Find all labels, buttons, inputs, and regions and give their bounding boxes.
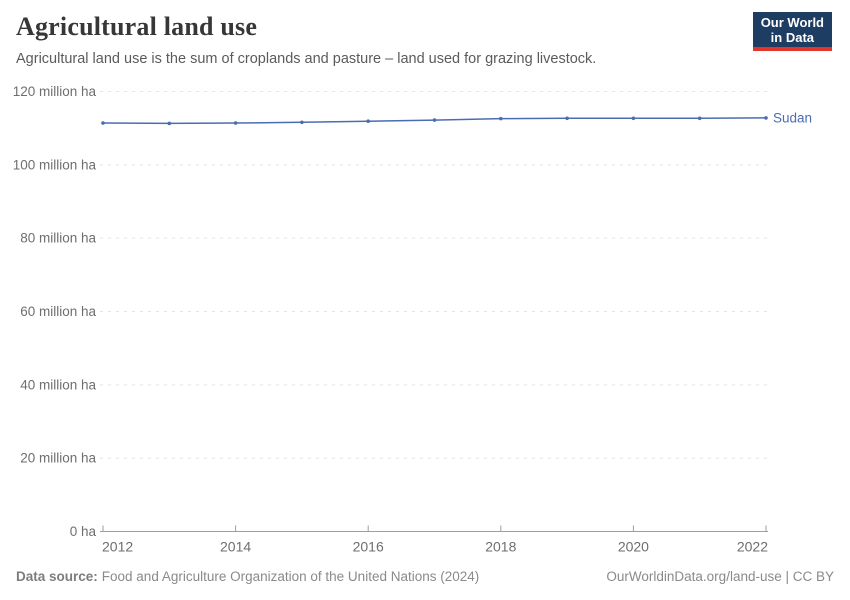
chart-footer: Data source: Food and Agriculture Organiz…	[16, 569, 834, 584]
data-source: Data source: Food and Agriculture Organiz…	[16, 569, 479, 584]
y-tick-label: 20 million ha	[20, 451, 96, 466]
chart-subtitle: Agricultural land use is the sum of crop…	[16, 51, 597, 67]
owid-logo: Our World in Data	[752, 12, 832, 51]
y-tick-label: 80 million ha	[20, 231, 96, 246]
data-point	[101, 121, 105, 125]
data-point	[631, 116, 636, 121]
y-tick-label: 40 million ha	[20, 377, 96, 392]
data-point	[499, 116, 503, 121]
data-source-text: Food and Agriculture Organization of the…	[101, 569, 480, 584]
owid-logo-line1: Our World	[760, 15, 824, 30]
y-tick-label: 100 million ha	[13, 157, 97, 172]
data-point	[300, 120, 304, 125]
x-tick-label: 2022	[737, 539, 768, 555]
x-tick-label: 2014	[220, 539, 251, 555]
x-tick-label: 2020	[618, 539, 649, 555]
data-source-label: Data source:	[16, 569, 98, 584]
y-tick-label: 60 million ha	[20, 304, 96, 319]
data-point	[764, 116, 768, 120]
series-label-sudan: Sudan	[773, 110, 812, 125]
data-point	[233, 121, 238, 125]
x-tick-label: 2016	[353, 539, 384, 555]
y-tick-label: 120 million ha	[13, 84, 97, 99]
data-point	[167, 121, 172, 126]
page-title: Agricultural land use	[16, 12, 258, 41]
data-point	[565, 116, 569, 121]
x-tick-label: 2018	[485, 539, 516, 555]
footer-license: OurWorldinData.org/land-use | CC BY	[606, 569, 834, 584]
y-tick-label: 0 ha	[70, 524, 97, 539]
data-point	[697, 116, 702, 121]
data-point	[432, 118, 437, 122]
owid-logo-line2: in Data	[770, 30, 815, 45]
x-tick-label: 2012	[102, 539, 133, 555]
data-point	[366, 119, 371, 123]
